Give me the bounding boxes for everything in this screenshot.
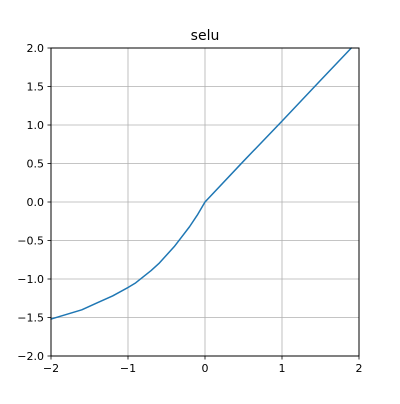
x-tick-label: 0 bbox=[202, 362, 209, 375]
x-tick-label: −1 bbox=[120, 362, 136, 375]
y-tick-label: −0.5 bbox=[17, 235, 44, 248]
x-tick-label: 1 bbox=[279, 362, 286, 375]
series-layer bbox=[50, 47, 353, 320]
y-tick-label: −1.5 bbox=[17, 312, 44, 325]
x-tick-label: 2 bbox=[356, 362, 363, 375]
y-tick-label: 2.0 bbox=[27, 42, 45, 55]
selu-line bbox=[50, 47, 353, 320]
x-tick-label: −2 bbox=[43, 362, 59, 375]
y-tick-label: 1.0 bbox=[27, 119, 45, 132]
y-tick-label: 0.5 bbox=[27, 158, 45, 171]
y-tick-label: −2.0 bbox=[17, 350, 44, 363]
ticks-layer: −2 −1 0 1 2 −2.0 −1.5 −1.0 −0.5 0.0 0.5 1.0 1.5 2.0 bbox=[17, 42, 362, 375]
y-tick-label: 0.0 bbox=[27, 196, 45, 209]
y-tick-label: −1.0 bbox=[17, 273, 44, 286]
chart-title: selu bbox=[191, 28, 220, 44]
y-tick-label: 1.5 bbox=[27, 81, 45, 94]
